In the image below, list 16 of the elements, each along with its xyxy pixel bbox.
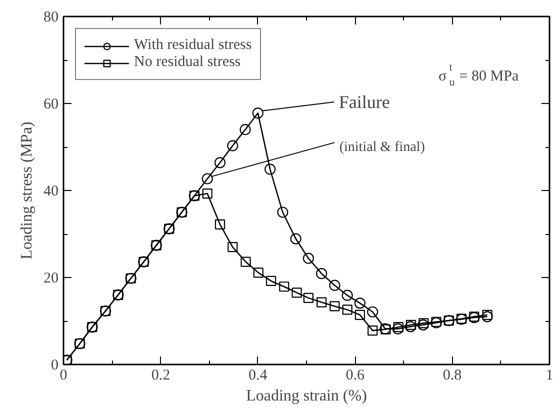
x-tick-label: 0.6: [346, 368, 365, 384]
y-tick-label: 0: [51, 358, 58, 374]
x-tick-label: 0.2: [151, 368, 170, 384]
x-tick-label: 1: [546, 368, 554, 384]
y-axis-title: Loading stress (MPa): [18, 122, 36, 260]
annotation: (initial & final): [339, 140, 426, 156]
y-tick-label: 80: [44, 10, 58, 26]
y-tick-label: 40: [44, 184, 58, 200]
annotation: Failure: [338, 92, 390, 112]
x-tick-label: 0.8: [442, 368, 462, 384]
x-axis-title: Loading strain (%): [246, 388, 367, 404]
y-tick-label: 20: [44, 270, 58, 286]
y-tick-label: 60: [44, 96, 58, 112]
x-tick-label: 0.4: [248, 368, 268, 384]
legend-label: No residual stress: [134, 54, 241, 71]
legend-label: With residual stress: [134, 37, 252, 54]
